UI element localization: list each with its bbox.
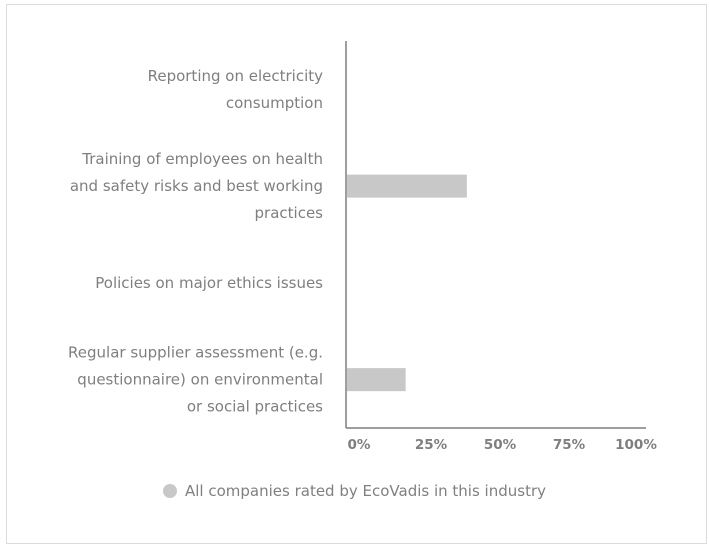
bar — [347, 368, 406, 392]
category-label-line: and safety risks and best working — [70, 177, 323, 195]
category-label-line: or social practices — [187, 398, 323, 416]
chart-frame — [6, 4, 707, 544]
category-label: Policies on major ethics issues — [95, 274, 323, 292]
legend: All companies rated by EcoVadis in this … — [0, 482, 709, 500]
x-tick-label: 75% — [553, 437, 586, 453]
category-label-line: Reporting on electricity — [148, 67, 324, 85]
category-label: Training of employees on health and safet… — [70, 150, 323, 222]
x-tick-label: 0% — [348, 437, 371, 453]
bar — [347, 174, 467, 198]
category-label-line: questionnaire) on environmental — [77, 371, 323, 389]
legend-swatch — [162, 484, 177, 498]
category-label-line: practices — [255, 204, 324, 222]
category-label: Regular supplier assessment (e.g. questio… — [68, 344, 323, 416]
x-tick-label: 50% — [484, 437, 517, 453]
category-label-line: Policies on major ethics issues — [95, 274, 323, 292]
x-tick-label: 25% — [415, 437, 448, 453]
x-tick-label: 100% — [615, 437, 657, 453]
category-label-line: Training of employees on health — [81, 150, 323, 168]
category-label-line: Regular supplier assessment (e.g. — [68, 344, 323, 362]
category-label: Reporting on electricity consumption — [148, 67, 324, 112]
category-label-line: consumption — [226, 94, 323, 112]
legend-label: All companies rated by EcoVadis in this … — [184, 482, 546, 500]
